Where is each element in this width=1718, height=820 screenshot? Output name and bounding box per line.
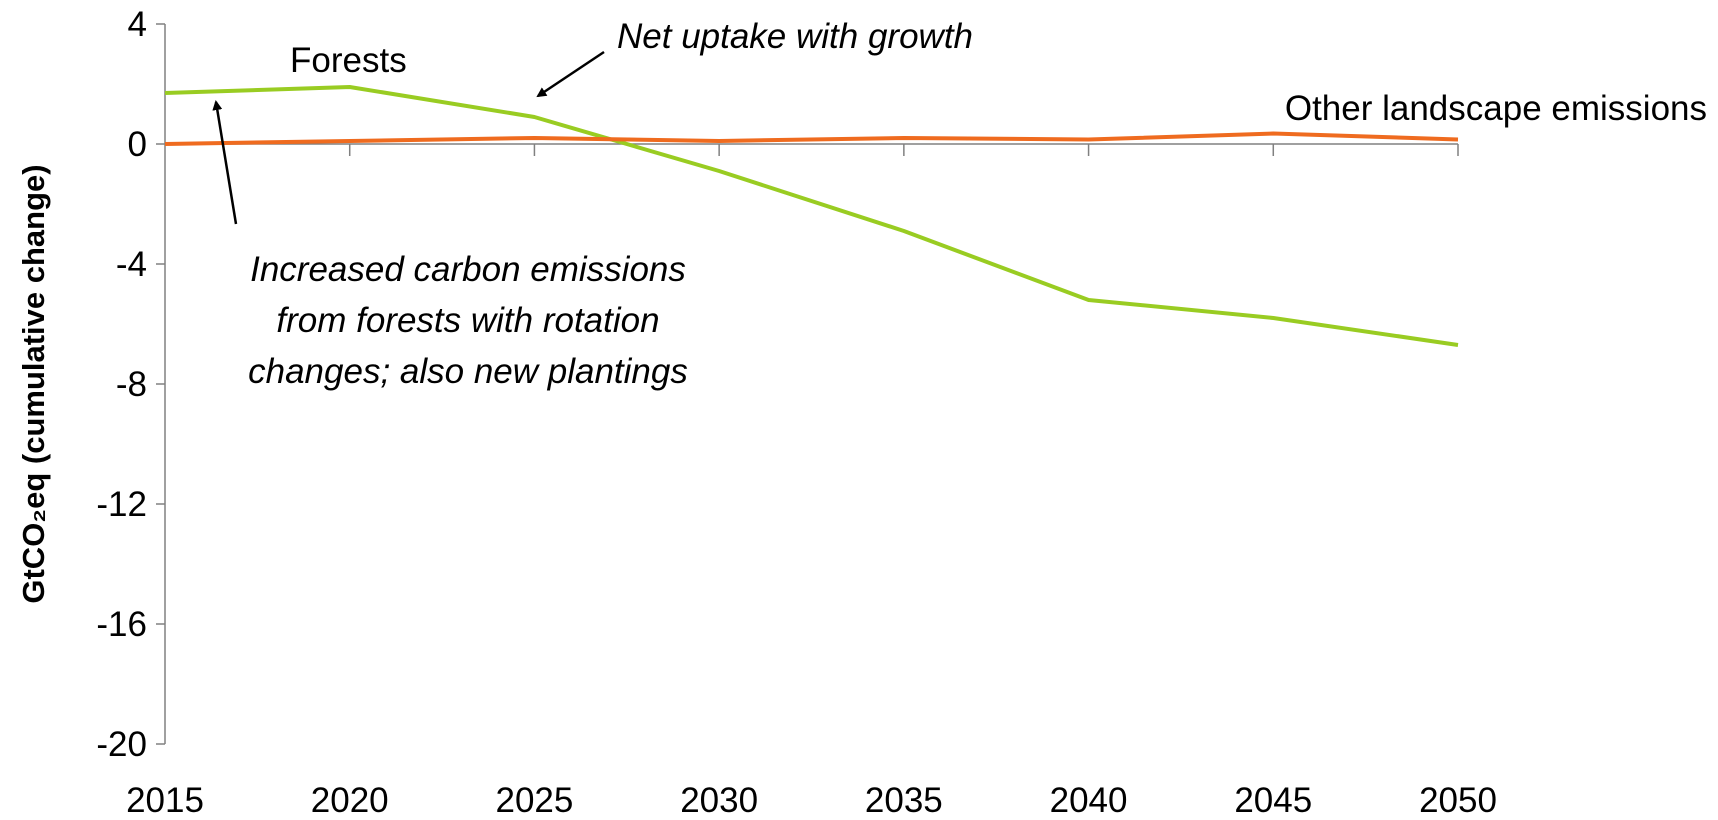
series-line-forests	[164, 85, 1459, 347]
x-tick-label: 2020	[311, 781, 389, 820]
labels-group: GtCO₂eq (cumulative change) Forests Other …	[16, 17, 1707, 604]
series-label-other-landscape: Other landscape emissions	[1285, 89, 1707, 128]
axes: 4 0 -4 -8 -12 -16 -20 2015 2020 2025 2030 2035 2040 2…	[96, 5, 1497, 820]
annotation-net-uptake: Net uptake with growth	[617, 17, 973, 56]
x-tick-label: 2040	[1050, 781, 1128, 820]
y-tick-label: 4	[128, 5, 147, 44]
x-tick-label: 2025	[495, 781, 573, 820]
y-tick-label: -20	[96, 725, 147, 764]
y-tick-label: 0	[128, 125, 147, 164]
series-line-other-landscape	[164, 131, 1459, 146]
y-axis-label: GtCO₂eq (cumulative change)	[16, 164, 51, 603]
x-tick-label: 2050	[1419, 781, 1497, 820]
x-tick-label: 2045	[1234, 781, 1312, 820]
y-tick-label: -4	[116, 245, 147, 284]
y-tick-label: -12	[96, 485, 147, 524]
annotation-increased-emissions-line: from forests with rotation	[276, 301, 659, 340]
y-tick-label: -8	[116, 365, 147, 404]
series-group	[164, 85, 1459, 347]
x-tick-label: 2015	[126, 781, 204, 820]
y-tick-label: -16	[96, 605, 147, 644]
annotation-increased-emissions-line: changes; also new plantings	[248, 352, 688, 391]
annotation-arrow-net-uptake	[536, 50, 605, 98]
annotation-increased-emissions-line: Increased carbon emissions	[250, 250, 686, 289]
series-label-forests: Forests	[290, 41, 407, 80]
x-tick-label: 2035	[865, 781, 943, 820]
x-tick-label: 2030	[680, 781, 758, 820]
annotation-arrow-increased-emissions	[212, 100, 238, 225]
